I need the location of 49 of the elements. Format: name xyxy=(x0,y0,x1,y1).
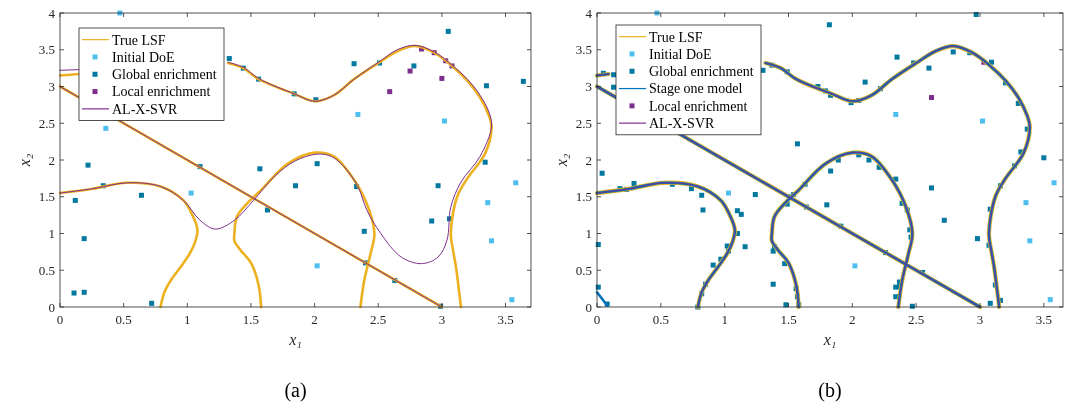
y-tick-label: 1.5 xyxy=(575,189,592,205)
text: (a) xyxy=(284,379,307,402)
y-tick-label: 2.5 xyxy=(575,115,592,131)
y-tick-label: 0.5 xyxy=(575,262,592,278)
y-tick-label: 0.5 xyxy=(38,262,55,278)
x-tick-label: 2.5 xyxy=(908,312,925,327)
y-tick-label: 4 xyxy=(48,5,56,21)
y-axis-title: x₂ xyxy=(553,153,570,168)
x-tick-label: 0.5 xyxy=(652,312,669,327)
x-tick-label: 1.5 xyxy=(780,312,797,327)
y-tick-label: 3 xyxy=(48,79,55,95)
x-tick-label: 3.5 xyxy=(497,312,514,327)
legend-label: True LSF xyxy=(649,29,703,45)
y-tick-label: 2.5 xyxy=(38,115,55,131)
x-tick-label: 2 xyxy=(311,312,318,327)
legend-label: Global enrichment xyxy=(649,64,754,80)
y-axis-title: x₂ xyxy=(16,153,33,168)
y-tick-label: 1 xyxy=(585,226,592,242)
legend-label: AL-X-SVR xyxy=(649,116,715,132)
legend-label: Local enrichment xyxy=(649,98,748,114)
y-tick-label: 1.5 xyxy=(38,189,55,205)
y-tick-label: 0 xyxy=(48,299,55,315)
y-tick-label: 2 xyxy=(48,152,55,168)
y-tick-label: 3.5 xyxy=(575,42,592,58)
x-tick-label: 0.5 xyxy=(115,312,132,327)
y-tick-label: 1 xyxy=(48,226,55,242)
y-tick-label: 2 xyxy=(585,152,592,168)
legend-label: Local enrichment xyxy=(112,84,211,100)
x-tick-label: 3 xyxy=(438,312,446,327)
x-tick-label: 1 xyxy=(721,312,728,327)
legend-label: AL-X-SVR xyxy=(112,101,178,117)
legend-label: True LSF xyxy=(112,32,166,48)
x-tick-label: 1 xyxy=(184,312,191,327)
y-tick-label: 4 xyxy=(585,5,593,21)
legend-label: Initial DoE xyxy=(112,49,175,65)
x-axis-title: x₁ xyxy=(288,331,302,348)
legend-label: Stage one model xyxy=(649,81,743,97)
legend-label: Global enrichment xyxy=(112,67,217,83)
x-tick-label: 2 xyxy=(849,312,856,327)
y-tick-label: 3.5 xyxy=(38,42,55,58)
x-tick-label: 3.5 xyxy=(1035,312,1052,327)
y-tick-label: 3 xyxy=(585,79,592,95)
legend-label: Initial DoE xyxy=(649,46,712,62)
x-axis-title: x₁ xyxy=(822,331,837,348)
text: (b) xyxy=(818,379,842,402)
x-tick-label: 3 xyxy=(976,312,984,327)
x-tick-label: 2.5 xyxy=(370,312,387,327)
y-tick-label: 0 xyxy=(585,299,592,315)
x-tick-label: 1.5 xyxy=(242,312,260,327)
